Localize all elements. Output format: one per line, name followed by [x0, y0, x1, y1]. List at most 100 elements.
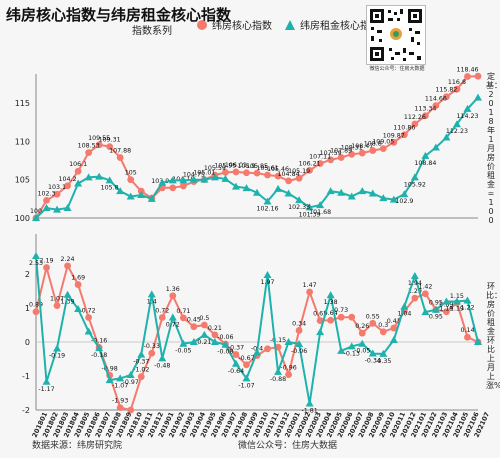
data-point-circle [327, 156, 335, 164]
data-point-triangle [442, 133, 451, 141]
data-point-triangle [74, 179, 83, 187]
y-tick-label: 2 [25, 270, 30, 279]
series-line [35, 75, 479, 219]
data-label: 104.84 [278, 171, 300, 178]
data-label: 116.8 [448, 79, 466, 86]
data-point-triangle [263, 197, 272, 205]
data-point-circle [74, 281, 82, 288]
data-point-triangle [368, 349, 377, 357]
data-label: 108.31 [341, 144, 363, 151]
data-point-triangle [474, 338, 482, 345]
data-label: 0.63 [313, 311, 327, 318]
data-label: 0.3 [378, 322, 388, 329]
data-point-circle [390, 324, 398, 332]
data-label: 101.39 [299, 211, 321, 218]
data-point-triangle [189, 338, 198, 345]
data-point-circle [306, 288, 314, 296]
y-tick-label: 110 [15, 137, 30, 146]
data-point-triangle [221, 340, 230, 348]
data-point-triangle [126, 370, 135, 378]
data-label: -0.08 [217, 349, 233, 356]
data-point-circle [348, 150, 356, 158]
data-point-circle [295, 327, 303, 334]
y-tick-label: 100 [15, 214, 30, 223]
data-label: -0.35 [375, 358, 391, 365]
data-label: 108.8 [364, 141, 382, 148]
data-label: 0.55 [366, 313, 380, 320]
data-point-circle [190, 323, 198, 331]
data-point-triangle [95, 344, 104, 352]
data-label: 0.21 [197, 339, 211, 346]
data-label: -0.05 [175, 348, 191, 355]
data-label: 107.88 [109, 148, 131, 155]
data-label: -1.02 [133, 367, 149, 374]
data-label: -0.98 [102, 365, 118, 372]
data-point-triangle [316, 201, 325, 209]
data-label: 0.14 [460, 327, 474, 334]
data-point-circle [369, 147, 377, 154]
data-point-triangle [231, 182, 240, 190]
data-point-circle [379, 145, 387, 153]
data-point-triangle [200, 175, 209, 183]
data-label: 105.85 [246, 163, 268, 170]
data-label: 102.3 [38, 190, 56, 197]
data-point-triangle [221, 174, 230, 182]
data-point-circle [43, 264, 50, 271]
data-label: 1.97 [261, 279, 275, 286]
data-point-circle [232, 168, 240, 176]
data-point-triangle [410, 272, 419, 280]
data-label: -0.37 [133, 359, 149, 366]
data-point-circle [306, 166, 314, 174]
data-label: 108.53 [78, 143, 100, 150]
data-label: -0.19 [49, 352, 65, 359]
data-label: 108.47 [351, 143, 373, 150]
data-label: 105.8 [101, 184, 119, 191]
data-point-triangle [189, 175, 198, 183]
data-label: 0.89 [29, 302, 43, 309]
data-point-triangle [358, 187, 367, 195]
data-point-circle [137, 373, 145, 381]
data-label: 101.68 [309, 209, 331, 216]
data-label: 0.34 [292, 320, 306, 327]
data-label: 105.95 [214, 162, 236, 169]
data-point-circle [116, 404, 124, 412]
data-point-triangle [263, 271, 272, 279]
data-point-circle [316, 160, 324, 167]
data-point-circle [253, 169, 261, 177]
data-point-circle [337, 154, 345, 161]
data-point-circle [464, 333, 471, 341]
data-point-triangle [53, 344, 62, 352]
data-point-triangle [32, 251, 40, 259]
data-label: 112.26 [404, 114, 426, 121]
data-label: 1.36 [166, 286, 180, 293]
data-point-circle [295, 174, 303, 182]
data-point-triangle [32, 214, 40, 221]
data-point-triangle [210, 173, 219, 181]
data-label: 105.92 [404, 181, 426, 188]
data-label: 1.4 [147, 298, 157, 305]
data-point-triangle [305, 399, 314, 407]
data-point-circle [337, 313, 345, 321]
data-point-circle [74, 167, 82, 175]
data-point-circle [243, 361, 250, 369]
data-label: -0.37 [228, 345, 244, 352]
data-label: 0.21 [208, 325, 222, 332]
data-label: 105.01 [193, 170, 215, 177]
data-label: 1.94 [408, 280, 422, 287]
data-label: 0.72 [82, 308, 96, 315]
data-label: 0.26 [355, 323, 369, 330]
data-label: 1.69 [71, 275, 85, 282]
data-label: 114.23 [456, 113, 478, 120]
data-point-triangle [474, 93, 482, 101]
data-label: 106.01 [225, 162, 247, 169]
data-label: 107.11 [309, 153, 331, 160]
data-point-circle [169, 292, 177, 300]
data-label: 0.5 [199, 315, 209, 322]
data-label: 113.34 [414, 106, 436, 113]
data-point-circle [464, 73, 471, 80]
chart-title: 纬房核心指数与纬房租金核心指数 [6, 6, 232, 24]
data-point-circle [358, 149, 366, 157]
data-point-triangle [379, 349, 388, 357]
data-point-triangle [137, 350, 146, 358]
